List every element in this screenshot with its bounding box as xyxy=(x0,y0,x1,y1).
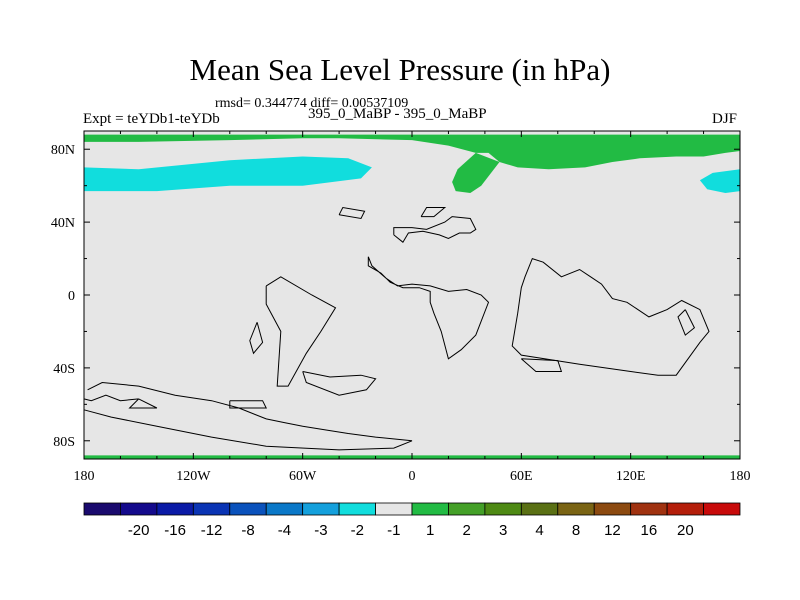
colorbar-box-6 xyxy=(302,502,340,516)
colorbar-box-15 xyxy=(630,502,668,516)
colorbar-label: -3 xyxy=(314,522,327,539)
colorbar-label: 16 xyxy=(641,522,658,539)
colorbar-label: 1 xyxy=(426,522,434,539)
coastline-4 xyxy=(511,257,710,376)
colorbar-box-9 xyxy=(411,502,449,516)
colorbar-box-4 xyxy=(229,502,267,516)
colorbar-box-11 xyxy=(484,502,522,516)
coastline-6 xyxy=(302,371,377,396)
coastline-11 xyxy=(677,309,696,336)
coastline-8 xyxy=(338,206,366,220)
colorbar-label: -16 xyxy=(164,522,186,539)
coastline-10 xyxy=(128,398,158,409)
y-tick-label: 40S xyxy=(53,362,75,377)
colorbar-label: -1 xyxy=(387,522,400,539)
coastline-12 xyxy=(420,207,447,218)
colorbar-label: -8 xyxy=(241,522,254,539)
map-axes: 180 120W 60W 0 60E 120E 180 80N 40N 0 40S 80S xyxy=(51,130,751,484)
colorbar-box-7 xyxy=(338,502,376,516)
map-plot xyxy=(83,131,740,459)
y-tick-label: 0 xyxy=(68,289,75,304)
expt-label: Expt = teYDb1-teYDb xyxy=(83,111,220,127)
x-tick-label: 180 xyxy=(74,469,95,484)
coastline-1 xyxy=(367,256,490,360)
colorbar-box-12 xyxy=(520,502,559,516)
colorbar-box-10 xyxy=(448,502,486,516)
colorbar-box-16 xyxy=(666,502,704,516)
colorbar-box-17 xyxy=(703,502,741,516)
season-label: DJF xyxy=(712,111,738,127)
coastline-3 xyxy=(249,322,264,355)
coastline-2 xyxy=(265,276,337,387)
colorbar-label: 3 xyxy=(499,522,507,539)
stats-label: rmsd= 0.344774 diff= 0.00537109 xyxy=(215,96,409,111)
coastline-9 xyxy=(520,358,563,372)
x-tick-label: 60W xyxy=(289,469,317,484)
y-tick-label: 80N xyxy=(51,143,75,158)
contour-region-4 xyxy=(699,169,740,193)
contour-region-3 xyxy=(84,156,372,192)
page-title: Mean Sea Level Pressure (in hPa) xyxy=(189,52,611,87)
colorbar-box-2 xyxy=(156,502,194,516)
y-tick-label: 40N xyxy=(51,216,75,231)
colorbar-label: 4 xyxy=(535,522,543,539)
colorbar-label: 20 xyxy=(677,522,694,539)
colorbar-label: -2 xyxy=(351,522,364,539)
x-tick-label: 180 xyxy=(730,469,751,484)
coastline-13 xyxy=(83,394,139,402)
colorbar-box-1 xyxy=(120,502,158,516)
colorbar-label: 8 xyxy=(572,522,580,539)
coastline-5 xyxy=(83,381,413,451)
colorbar-label: 12 xyxy=(604,522,621,539)
colorbar-box-13 xyxy=(557,502,595,516)
colorbar-box-0 xyxy=(83,502,121,516)
colorbar-box-8 xyxy=(375,502,413,516)
colorbar-label: -12 xyxy=(201,522,223,539)
colorbar-box-5 xyxy=(265,502,304,516)
x-tick-label: 60E xyxy=(510,469,533,484)
x-tick-label: 120E xyxy=(616,469,646,484)
runs-label: 395_0_MaBP - 395_0_MaBP xyxy=(308,106,487,122)
colorbar-box-3 xyxy=(192,502,231,516)
colorbar-box-14 xyxy=(593,502,632,516)
contour-region-0 xyxy=(84,134,740,170)
contour-region-1 xyxy=(452,152,500,193)
coastline-7 xyxy=(229,400,268,409)
x-tick-label: 0 xyxy=(409,469,416,484)
colorbar-label: -20 xyxy=(128,522,150,539)
colorbar-label: -4 xyxy=(278,522,291,539)
y-tick-label: 80S xyxy=(53,435,75,450)
colorbar: -20 -16 -12 -8 -4 -3 -2 -1 1 2 3 4 8 12 16 20 xyxy=(83,502,741,539)
colorbar-label: 2 xyxy=(462,522,470,539)
coastline-0 xyxy=(393,216,477,243)
x-tick-label: 120W xyxy=(176,469,211,484)
